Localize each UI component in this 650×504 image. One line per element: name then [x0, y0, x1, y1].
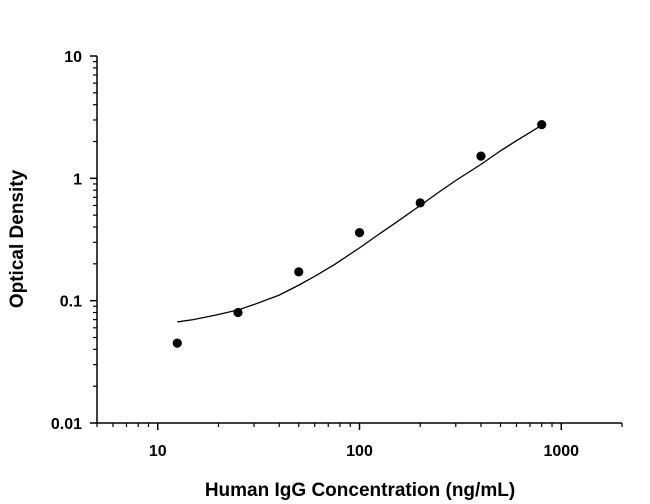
- data-point: [294, 267, 304, 277]
- y-tick-label: 0.01: [51, 416, 82, 433]
- y-tick-label: 0.1: [60, 294, 82, 311]
- y-axis-title: Optical Density: [7, 169, 28, 308]
- y-tick-label: 10: [64, 49, 82, 66]
- data-point: [233, 307, 243, 318]
- data-point: [172, 338, 182, 348]
- data-point: [354, 228, 365, 238]
- ticks: [90, 55, 623, 430]
- x-tick-label: 100: [346, 443, 373, 460]
- x-axis-title: Human IgG Concentration (ng/mL): [205, 480, 515, 501]
- y-tick-label: 1: [73, 171, 82, 188]
- data-point: [415, 198, 425, 208]
- tick-labels: 10 100 1000 0.01 0.1 1 10: [51, 49, 579, 460]
- data-point: [537, 119, 547, 130]
- fit-curve: [177, 124, 543, 323]
- axes: [96, 56, 622, 424]
- data-points: [172, 119, 547, 348]
- data-point: [476, 151, 486, 161]
- x-tick-label: 1000: [543, 443, 579, 460]
- x-tick-label: 10: [149, 443, 167, 460]
